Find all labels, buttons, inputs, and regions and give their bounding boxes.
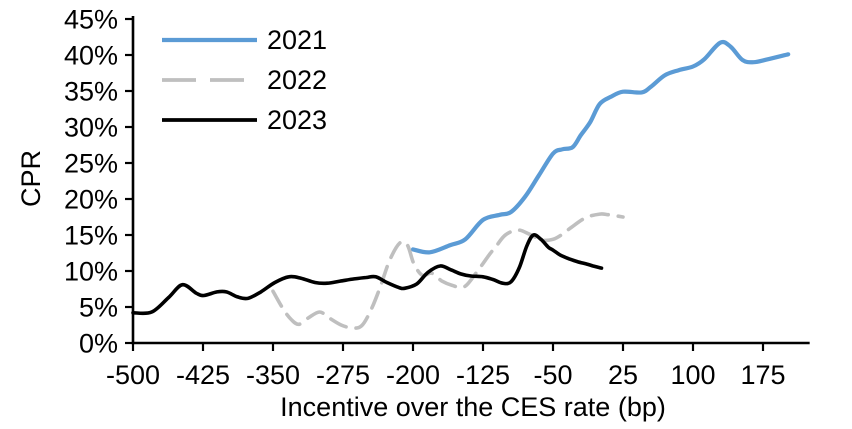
x-tick-label: -350: [246, 360, 300, 390]
x-tick-label: -500: [106, 360, 160, 390]
legend: 2021 2022 2023: [161, 20, 327, 140]
y-axis-title: CPR: [16, 149, 46, 207]
x-tick-label: -275: [316, 360, 370, 390]
y-tick-label: 30%: [64, 113, 118, 143]
x-tick-label: -125: [456, 360, 510, 390]
y-tick-label: 15%: [64, 221, 118, 251]
x-tick-label: -425: [176, 360, 230, 390]
series-line-2022: [271, 212, 625, 330]
x-tick-label: 25: [608, 360, 638, 390]
legend-swatch-2022: [162, 78, 257, 82]
series-line-2021: [410, 39, 791, 255]
y-tick-label: 5%: [79, 293, 118, 323]
y-tick-label: 10%: [64, 257, 118, 287]
legend-swatch-2021: [162, 37, 257, 43]
y-tick-label: 25%: [64, 149, 118, 179]
x-tick-label: 100: [670, 360, 715, 390]
legend-swatch-2023: [162, 118, 257, 122]
series-line-2023: [131, 233, 604, 316]
y-tick-label: 35%: [64, 77, 118, 107]
x-axis-title: Incentive over the CES rate (bp): [280, 392, 666, 422]
legend-item-2021: 2021: [161, 20, 327, 60]
legend-label-2021: 2021: [267, 25, 328, 55]
legend-label-2022: 2022: [267, 65, 328, 95]
legend-label-2023: 2023: [267, 105, 328, 135]
y-tick-label: 45%: [64, 5, 118, 35]
x-tick-label: -50: [533, 360, 572, 390]
y-tick-label: 40%: [64, 41, 118, 71]
legend-item-2022: 2022: [161, 60, 327, 100]
y-tick-label: 0%: [79, 329, 118, 359]
y-tick-label: 20%: [64, 185, 118, 215]
legend-item-2023: 2023: [161, 100, 327, 140]
x-tick-label: -200: [386, 360, 440, 390]
x-tick-label: 175: [740, 360, 785, 390]
